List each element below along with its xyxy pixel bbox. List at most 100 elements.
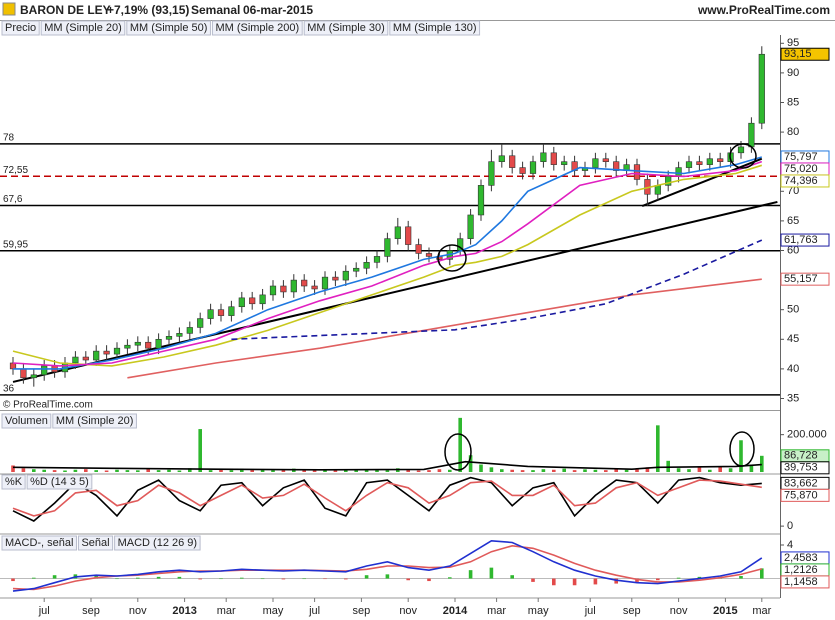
bar bbox=[84, 469, 88, 472]
candle-body bbox=[675, 167, 682, 177]
bar bbox=[593, 578, 598, 585]
bar bbox=[614, 578, 618, 584]
candle-body bbox=[82, 356, 89, 361]
candle-body bbox=[477, 185, 485, 216]
candle-body bbox=[113, 347, 121, 355]
bar bbox=[500, 469, 504, 472]
legend-entry: %K bbox=[5, 476, 23, 488]
x-tick-label: jul bbox=[38, 605, 50, 617]
bar bbox=[468, 455, 473, 472]
bar bbox=[136, 470, 140, 472]
bar bbox=[385, 470, 390, 472]
end-label: 55,157 bbox=[784, 273, 818, 285]
credit: © ProRealTime.com bbox=[3, 400, 93, 411]
candle-body bbox=[145, 341, 152, 349]
end-label: 1,1458 bbox=[784, 576, 818, 588]
candle-body bbox=[415, 244, 422, 254]
series-line bbox=[13, 156, 763, 370]
bar bbox=[437, 469, 442, 472]
bar bbox=[406, 469, 410, 472]
candle-body bbox=[155, 338, 162, 349]
candle-body bbox=[353, 267, 360, 272]
end-label-box bbox=[780, 233, 830, 247]
candle-body bbox=[540, 152, 547, 162]
candle-body bbox=[197, 318, 204, 328]
bar bbox=[687, 469, 691, 472]
bar bbox=[364, 575, 369, 579]
candle-body bbox=[321, 276, 329, 290]
bar bbox=[21, 468, 26, 472]
bar bbox=[572, 578, 577, 586]
bar bbox=[552, 469, 556, 472]
legend-entry: Precio bbox=[5, 22, 36, 34]
candle-body bbox=[332, 276, 339, 281]
x-tick-label: may bbox=[263, 605, 284, 617]
candle-body bbox=[394, 226, 401, 239]
bar bbox=[260, 578, 265, 580]
bar bbox=[302, 470, 306, 472]
y-tick-label: 90 bbox=[787, 67, 799, 79]
candle-body bbox=[186, 327, 193, 334]
end-label: 93,15 bbox=[784, 48, 812, 60]
end-label: 75,797 bbox=[784, 151, 818, 163]
x-tick-label: nov bbox=[670, 605, 688, 617]
x-tick-label: mar bbox=[487, 605, 506, 617]
candle-body bbox=[342, 270, 349, 281]
bar bbox=[385, 574, 390, 579]
bar bbox=[416, 470, 421, 472]
candle-body bbox=[301, 279, 308, 287]
legend-box bbox=[1, 535, 77, 551]
bar bbox=[240, 577, 244, 579]
bar bbox=[136, 577, 140, 579]
header-period: Semanal bbox=[191, 3, 240, 17]
header-site[interactable]: www.ProRealTime.com bbox=[697, 3, 830, 17]
y-tick-label: 80 bbox=[787, 126, 799, 138]
legend-entry: MM (Simple 130) bbox=[393, 22, 477, 34]
bar bbox=[739, 440, 743, 472]
bar bbox=[333, 469, 338, 472]
bar bbox=[749, 464, 754, 472]
bar bbox=[708, 469, 712, 472]
candle-body bbox=[207, 309, 214, 319]
bar bbox=[479, 464, 483, 472]
legend-box bbox=[389, 20, 481, 36]
bar bbox=[104, 470, 109, 472]
bar bbox=[156, 470, 161, 472]
header-title: BARON DE LEY bbox=[20, 3, 111, 17]
y-tick-label: 40 bbox=[787, 363, 799, 375]
candle-body bbox=[384, 238, 391, 257]
bar bbox=[312, 470, 317, 472]
bar bbox=[604, 470, 608, 472]
bar bbox=[718, 466, 722, 472]
end-label: 2,4583 bbox=[784, 552, 818, 564]
x-tick-label: 2015 bbox=[713, 605, 737, 617]
series-line bbox=[12, 479, 762, 517]
level-label: 78 bbox=[3, 133, 15, 144]
y-tick-label: 4 bbox=[787, 539, 793, 551]
header-change: +7,19% (93,15) bbox=[107, 3, 189, 17]
y-tick-label: 60 bbox=[787, 244, 799, 256]
candle-body bbox=[509, 155, 516, 168]
legend-entry: MM (Simple 20) bbox=[56, 415, 134, 427]
bar bbox=[42, 469, 46, 472]
end-label: 74,396 bbox=[784, 175, 818, 187]
bar bbox=[11, 465, 15, 472]
bar bbox=[302, 578, 306, 580]
legend-entry: MM (Simple 50) bbox=[130, 22, 208, 34]
series-line bbox=[12, 539, 763, 592]
y-tick-label: 50 bbox=[787, 304, 799, 316]
end-label: 75,020 bbox=[784, 163, 818, 175]
bar bbox=[250, 469, 254, 472]
bar bbox=[52, 470, 57, 472]
bar bbox=[167, 469, 171, 472]
candle-body bbox=[706, 158, 713, 165]
bar bbox=[583, 469, 587, 472]
bar bbox=[510, 575, 514, 579]
x-tick-label: sep bbox=[353, 605, 371, 617]
bar bbox=[468, 570, 473, 579]
end-label: 1,2126 bbox=[784, 564, 818, 576]
bar bbox=[323, 469, 327, 472]
bar bbox=[739, 576, 743, 579]
bar bbox=[364, 469, 369, 472]
